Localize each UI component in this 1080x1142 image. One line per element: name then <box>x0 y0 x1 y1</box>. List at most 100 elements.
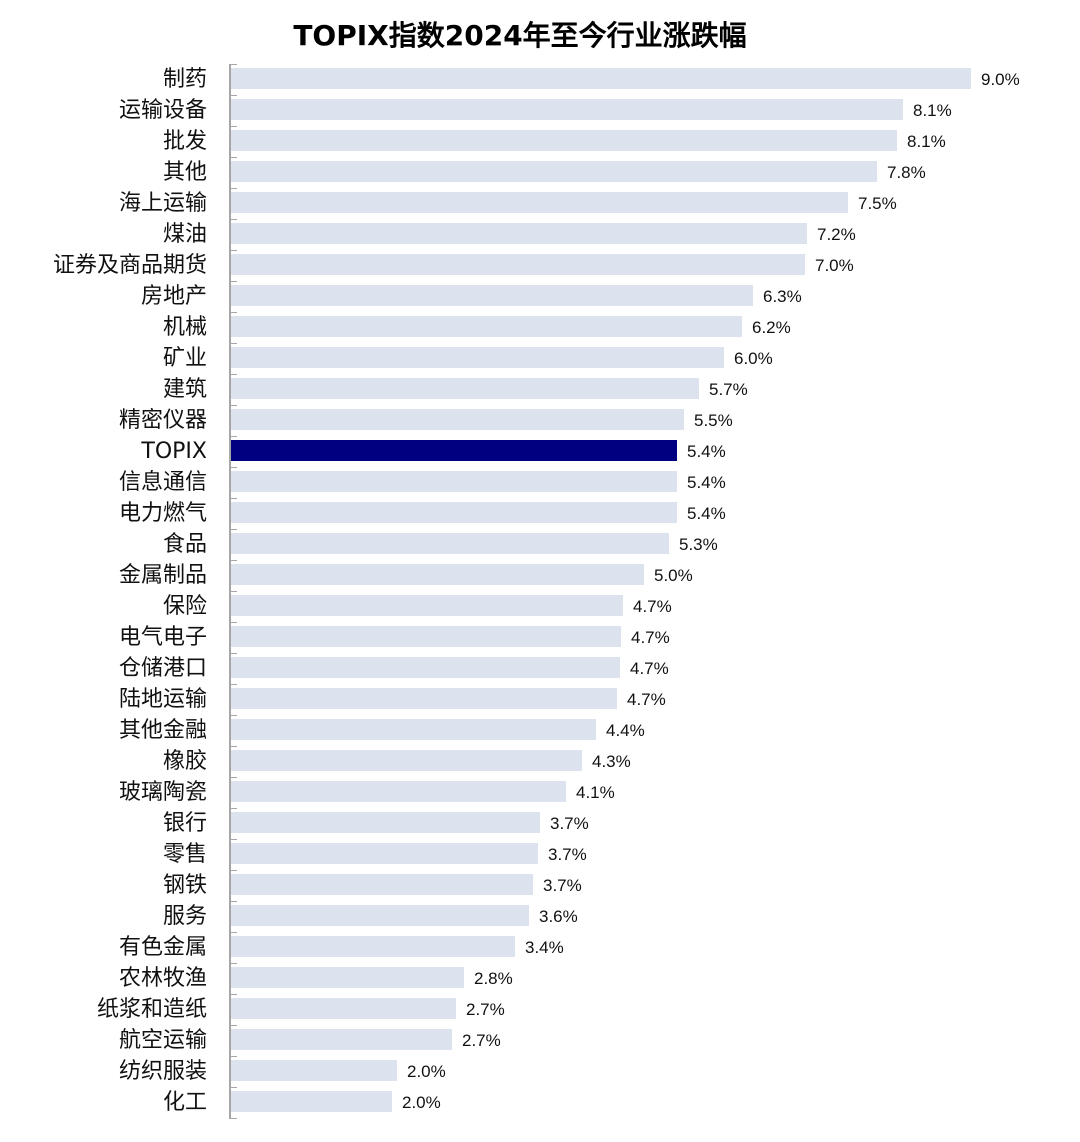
value-label: 5.7% <box>709 380 748 399</box>
category-label: 保险 <box>162 594 207 619</box>
category-label: 纸浆和造纸 <box>96 997 207 1022</box>
category-label: 航空运输 <box>118 1028 207 1053</box>
value-label: 4.4% <box>606 721 645 740</box>
bar-row: 批发 8.1% <box>0 126 1080 157</box>
axis-tick <box>229 219 237 220</box>
value-label: 5.5% <box>694 411 733 430</box>
bar-row: 保险 4.7% <box>0 591 1080 622</box>
bar-row: 电气电子 4.7% <box>0 622 1080 653</box>
value-label: 4.7% <box>633 597 672 616</box>
category-label: 运输设备 <box>118 98 207 123</box>
value-label: 3.7% <box>543 876 582 895</box>
value-label: 5.0% <box>654 566 693 585</box>
bar <box>231 812 540 833</box>
bar <box>231 471 677 492</box>
bar <box>231 967 464 988</box>
value-label: 2.7% <box>462 1031 501 1050</box>
axis-tick <box>229 95 237 96</box>
value-label: 5.4% <box>687 504 726 523</box>
category-label: 煤油 <box>162 222 207 247</box>
category-label: 矿业 <box>162 346 207 371</box>
axis-tick <box>229 312 237 313</box>
axis-tick <box>229 932 237 933</box>
bar-row: 陆地运输 4.7% <box>0 684 1080 715</box>
category-label: 电力燃气 <box>118 501 207 526</box>
bar <box>231 719 596 740</box>
category-label: 海上运输 <box>118 191 207 216</box>
bar-row: 化工 2.0% <box>0 1087 1080 1118</box>
value-label: 8.1% <box>907 132 946 151</box>
value-label: 6.2% <box>752 318 791 337</box>
chart-title: TOPIX指数2024年至今行业涨跌幅 <box>293 19 747 52</box>
bar-row: 纸浆和造纸 2.7% <box>0 994 1080 1025</box>
bar-row: 矿业 6.0% <box>0 343 1080 374</box>
value-label: 5.4% <box>687 442 726 461</box>
bar <box>231 998 456 1019</box>
value-label: 3.7% <box>548 845 587 864</box>
bar <box>231 688 617 709</box>
bar <box>231 657 620 678</box>
value-label: 5.4% <box>687 473 726 492</box>
bar-row: 玻璃陶瓷 4.1% <box>0 777 1080 808</box>
axis-tick <box>229 1118 237 1119</box>
value-label: 2.7% <box>466 1000 505 1019</box>
bar-row: 食品 5.3% <box>0 529 1080 560</box>
category-label: 仓储港口 <box>118 656 207 681</box>
category-label: 批发 <box>162 129 207 154</box>
category-label: TOPIX <box>141 439 207 464</box>
bar <box>231 316 742 337</box>
bar-row: 仓储港口 4.7% <box>0 653 1080 684</box>
value-label: 6.0% <box>734 349 773 368</box>
bar-chart: 制药 9.0% 运输设备 8.1% 批发 8.1% 其他 7.8% 海上运输 7.5% 煤油 7.2%… <box>0 64 1080 1119</box>
axis-tick <box>229 963 237 964</box>
bar <box>231 161 877 182</box>
value-label: 2.8% <box>474 969 513 988</box>
axis-tick <box>229 1087 237 1088</box>
category-label: 电气电子 <box>118 625 207 650</box>
bar <box>231 502 677 523</box>
value-label: 6.3% <box>763 287 802 306</box>
axis-tick <box>229 777 237 778</box>
value-label: 3.6% <box>539 907 578 926</box>
category-label: 农林牧渔 <box>118 966 207 991</box>
axis-tick <box>229 1056 237 1057</box>
bar-row: 农林牧渔 2.8% <box>0 963 1080 994</box>
bar-row: 钢铁 3.7% <box>0 870 1080 901</box>
value-label: 4.1% <box>576 783 615 802</box>
axis-tick <box>229 591 237 592</box>
axis-tick <box>229 126 237 127</box>
value-label: 4.3% <box>592 752 631 771</box>
bar <box>231 130 897 151</box>
bar <box>231 1060 397 1081</box>
bar <box>231 936 515 957</box>
axis-tick <box>229 715 237 716</box>
bar <box>231 595 623 616</box>
bar-highlight <box>231 440 677 461</box>
value-label: 3.4% <box>525 938 564 957</box>
category-label: 纺织服装 <box>118 1059 207 1084</box>
value-label: 2.0% <box>407 1062 446 1081</box>
axis-tick <box>229 498 237 499</box>
category-label: 信息通信 <box>118 470 207 495</box>
category-label: 食品 <box>162 532 207 557</box>
bar <box>231 1029 452 1050</box>
axis-tick <box>229 622 237 623</box>
bar <box>231 905 529 926</box>
bar-row: 机械 6.2% <box>0 312 1080 343</box>
category-label: 其他金融 <box>118 718 207 743</box>
axis-tick <box>229 746 237 747</box>
axis-tick <box>229 994 237 995</box>
bar-row: 纺织服装 2.0% <box>0 1056 1080 1087</box>
category-label: 橡胶 <box>162 749 207 774</box>
value-label: 9.0% <box>981 70 1020 89</box>
bar <box>231 99 903 120</box>
axis-tick <box>229 808 237 809</box>
bar <box>231 409 684 430</box>
axis-tick <box>229 281 237 282</box>
bar-row: 零售 3.7% <box>0 839 1080 870</box>
axis-tick <box>229 188 237 189</box>
category-label: 服务 <box>162 904 207 929</box>
value-label: 7.8% <box>887 163 926 182</box>
axis-tick <box>229 343 237 344</box>
category-label: 机械 <box>162 315 207 340</box>
